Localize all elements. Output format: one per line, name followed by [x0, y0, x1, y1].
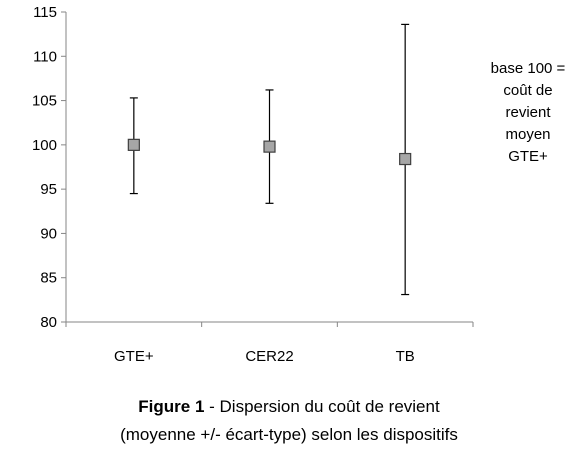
mean-marker [263, 140, 276, 153]
base-note: base 100 = coût de revient moyen GTE+ [478, 58, 578, 168]
base-note-line: revient [505, 104, 551, 121]
y-tick-labels: 80 85 90 95 100 105 110 115 [32, 4, 57, 331]
base-note-line: moyen [505, 126, 551, 143]
y-tick-label: 85 [40, 270, 57, 287]
base-note-line: base 100 = [490, 60, 566, 77]
x-category-label: TB [396, 348, 415, 365]
base-note-line: GTE+ [508, 148, 548, 165]
axes [61, 11, 474, 327]
mean-marker [399, 152, 412, 166]
y-tick-label: 80 [40, 314, 57, 331]
x-category-label: GTE+ [114, 348, 154, 365]
caption-line-2: (moyenne +/- écart-type) selon les dispo… [120, 425, 458, 444]
mean-marker [127, 138, 140, 151]
data-marks [127, 23, 412, 296]
y-tick-label: 115 [33, 4, 57, 21]
figure-caption: Figure 1 - Dispersion du coût de revient… [0, 393, 578, 449]
caption-line-1: Figure 1 - Dispersion du coût de revient [0, 393, 578, 421]
y-tick-label: 100 [32, 137, 57, 154]
caption-text: - Dispersion du coût de revient [204, 397, 440, 416]
x-category-label: CER22 [245, 348, 293, 365]
y-tick-label: 110 [33, 48, 57, 65]
y-tick-label: 105 [32, 93, 57, 110]
y-tick-label: 95 [40, 181, 57, 198]
caption-label: Figure 1 [138, 397, 205, 416]
y-tick-label: 90 [40, 225, 57, 242]
base-note-line: coût de [503, 82, 553, 99]
chart: 80 85 90 95 100 105 110 115 GTE+ CER22 TB [32, 4, 474, 365]
x-category-labels: GTE+ CER22 TB [114, 348, 415, 365]
